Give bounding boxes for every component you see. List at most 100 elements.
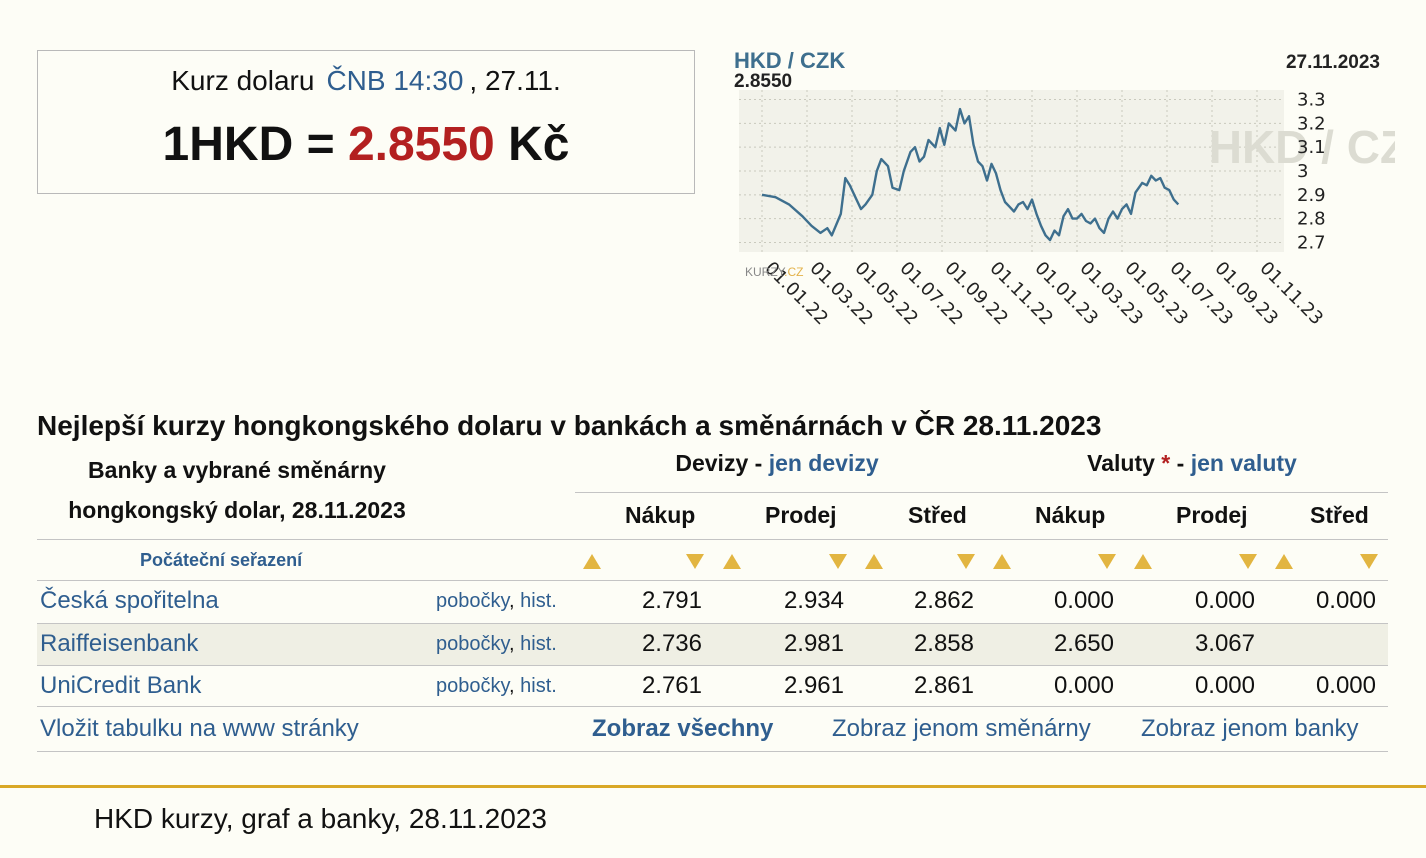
chart-watermark: HKD / CZK [1209,121,1395,173]
section-title: Nejlepší kurzy hongkongského dolaru v ba… [37,410,1102,441]
sort-asc-devizy-buy-icon[interactable] [583,554,601,569]
bank-link[interactable]: Česká spořitelna [40,587,219,614]
rate-value: 2.8550 [347,118,495,171]
rate-value-line: 1HKD = 2.8550 Kč [38,117,694,172]
y-tick-label: 3.3 [1297,90,1326,111]
bank-links: pobočky, hist. [436,675,557,698]
valuty-star: * [1154,450,1171,476]
table-header-left: Banky a vybrané směnárny hongkongský dol… [37,450,437,530]
valuty-sell-value: 0.000 [1194,672,1255,699]
y-tick-label: 3 [1297,161,1308,182]
rate-label: Kurz dolaru [171,65,315,96]
sort-desc-devizy-mid-icon[interactable] [957,554,975,569]
valuty-sep: - [1170,450,1191,476]
col-valuty-sell: Prodej [1176,502,1248,528]
header-banks-label: Banky a vybrané směnárny [88,457,386,483]
show-banks-link[interactable]: Zobraz jenom banky [1141,715,1359,742]
only-valuty-link[interactable]: jen valuty [1190,450,1297,476]
links-sep: , [509,590,521,612]
sort-asc-valuty-mid-icon[interactable] [1275,554,1293,569]
col-devizy-mid: Střed [908,502,967,528]
valuty-label: Valuty [1087,450,1155,476]
sort-asc-devizy-mid-icon[interactable] [865,554,883,569]
hkd-czk-chart[interactable]: HKD / CZK 3.33.23.132.92.82.7 01.01.2201… [725,45,1426,345]
y-tick-label: 2.7 [1297,232,1326,253]
devizy-label: Devizy [675,450,749,476]
show-all-link[interactable]: Zobraz všechny [592,715,774,742]
col-devizy-sell: Prodej [765,502,837,528]
bank-links: pobočky, hist. [436,633,557,656]
devizy-mid-value: 2.858 [913,630,974,657]
devizy-mid-value: 2.861 [913,672,974,699]
bank-link[interactable]: UniCredit Bank [40,672,202,699]
sort-desc-devizy-buy-icon[interactable] [686,554,704,569]
rate-caption: Kurz dolaru ČNB 14:30, 27.11. [38,65,694,97]
history-link[interactable]: hist. [520,590,557,612]
devizy-sell-value: 2.934 [783,587,844,614]
chart-current-value: 2.8550 [734,71,792,92]
footer-title: HKD kurzy, graf a banky, 28.11.2023 [94,803,547,834]
devizy-sep: - [748,450,769,476]
table-row: UniCredit Bank pobočky, hist. 2.761 2.96… [37,665,1388,708]
valuty-buy-value: 0.000 [1053,587,1114,614]
sort-desc-valuty-sell-icon[interactable] [1239,554,1257,569]
header-currency-date: hongkongský dolar, 28.11.2023 [68,497,406,523]
rate-lhs: 1HKD = [162,118,348,171]
y-tick-label: 3.1 [1297,137,1326,158]
y-tick-label: 3.2 [1297,113,1326,134]
sort-asc-valuty-buy-icon[interactable] [993,554,1011,569]
links-sep: , [509,675,521,697]
rate-unit: Kč [494,118,570,171]
table-footer-row: Vložit tabulku na www stránky Zobraz vše… [37,706,1388,752]
chart-date: 27.11.2023 [1286,52,1380,73]
only-devizy-link[interactable]: jen devizy [768,450,879,476]
series-line [761,107,1180,242]
rate-box: Kurz dolaru ČNB 14:30, 27.11. 1HKD = 2.85… [37,50,695,194]
sort-row: Počáteční seřazení [37,546,1388,582]
y-tick-label: 2.9 [1297,185,1326,206]
history-link[interactable]: hist. [520,633,557,655]
valuty-sell-value: 0.000 [1194,587,1255,614]
links-sep: , [509,633,521,655]
devizy-mid-value: 2.862 [913,587,974,614]
devizy-group-header: Devizy - jen devizy [627,450,927,477]
chart-pair-title: HKD / CZK [734,48,845,73]
sort-desc-devizy-sell-icon[interactable] [829,554,847,569]
sort-asc-valuty-sell-icon[interactable] [1134,554,1152,569]
devizy-buy-value: 2.736 [641,630,702,657]
y-tick-label: 2.8 [1297,209,1326,230]
branches-link[interactable]: pobočky [436,633,510,655]
devizy-buy-value: 2.791 [641,587,702,614]
group-divider [575,492,1388,493]
rate-date: , 27.11. [469,65,561,96]
kurzy-logo[interactable]: KURZY.CZ [745,265,803,279]
valuty-sell-value: 3.067 [1194,630,1255,657]
branches-link[interactable]: pobočky [436,590,510,612]
branches-link[interactable]: pobočky [436,675,510,697]
valuty-mid-value: 0.000 [1315,672,1376,699]
cnb-link[interactable]: ČNB 14:30 [326,65,464,96]
bank-link[interactable]: Raiffeisenbank [40,630,199,657]
col-devizy-buy: Nákup [625,502,696,528]
valuty-group-header: Valuty * - jen valuty [1042,450,1342,477]
gold-divider [0,785,1426,788]
devizy-sell-value: 2.981 [783,630,844,657]
col-valuty-buy: Nákup [1035,502,1106,528]
embed-table-link[interactable]: Vložit tabulku na www stránky [40,715,359,742]
sort-asc-devizy-sell-icon[interactable] [723,554,741,569]
sort-desc-valuty-buy-icon[interactable] [1098,554,1116,569]
sort-desc-valuty-mid-icon[interactable] [1360,554,1378,569]
valuty-buy-value: 0.000 [1053,672,1114,699]
bank-links: pobočky, hist. [436,590,557,613]
table-row: Raiffeisenbank pobočky, hist. 2.736 2.98… [37,623,1388,666]
valuty-mid-value: 0.000 [1315,587,1376,614]
devizy-sell-value: 2.961 [783,672,844,699]
devizy-buy-value: 2.761 [641,672,702,699]
initial-sort-link[interactable]: Počáteční seřazení [140,550,303,570]
col-valuty-mid: Střed [1310,502,1369,528]
show-exchanges-link[interactable]: Zobraz jenom směnárny [832,715,1091,742]
chart-container[interactable]: HKD / CZK 3.33.23.132.92.82.7 01.01.2201… [725,45,1426,345]
history-link[interactable]: hist. [520,675,557,697]
valuty-buy-value: 2.650 [1053,630,1114,657]
header-divider [37,539,1388,540]
